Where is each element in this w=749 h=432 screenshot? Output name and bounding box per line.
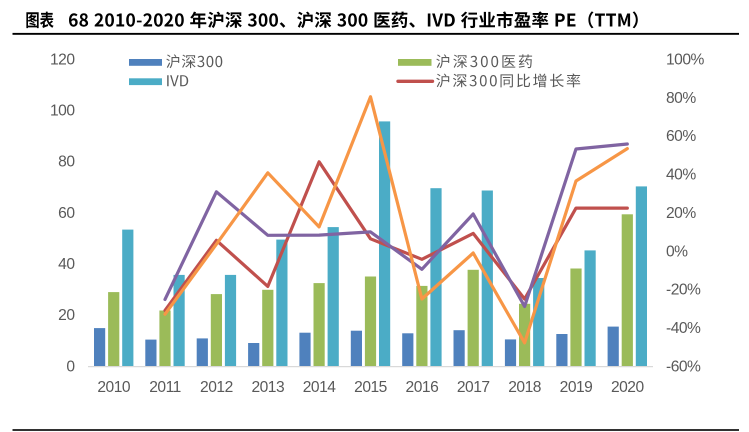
svg-text:100: 100: [50, 103, 75, 120]
svg-text:-40%: -40%: [666, 320, 701, 337]
svg-text:2017: 2017: [457, 379, 490, 396]
svg-text:100%: 100%: [666, 51, 705, 68]
svg-text:2019: 2019: [560, 379, 593, 396]
svg-text:0: 0: [66, 358, 75, 375]
svg-text:60: 60: [58, 205, 75, 222]
svg-text:2014: 2014: [303, 379, 337, 396]
svg-text:40: 40: [58, 256, 75, 273]
svg-text:2011: 2011: [149, 379, 181, 396]
svg-text:0%: 0%: [666, 243, 688, 260]
svg-text:2015: 2015: [354, 379, 388, 396]
svg-text:60%: 60%: [666, 128, 696, 145]
svg-text:2020: 2020: [611, 379, 645, 396]
svg-text:120: 120: [50, 51, 75, 68]
svg-text:40%: 40%: [666, 167, 696, 184]
svg-text:2016: 2016: [406, 379, 439, 396]
svg-text:80: 80: [58, 154, 75, 171]
svg-text:-20%: -20%: [666, 282, 701, 299]
svg-text:80%: 80%: [666, 90, 696, 107]
svg-text:20: 20: [58, 307, 75, 324]
svg-text:2010: 2010: [97, 379, 131, 396]
svg-text:2013: 2013: [251, 379, 284, 396]
svg-text:-60%: -60%: [666, 358, 701, 375]
svg-text:2018: 2018: [508, 379, 541, 396]
svg-text:20%: 20%: [666, 205, 696, 222]
svg-text:2012: 2012: [200, 379, 233, 396]
